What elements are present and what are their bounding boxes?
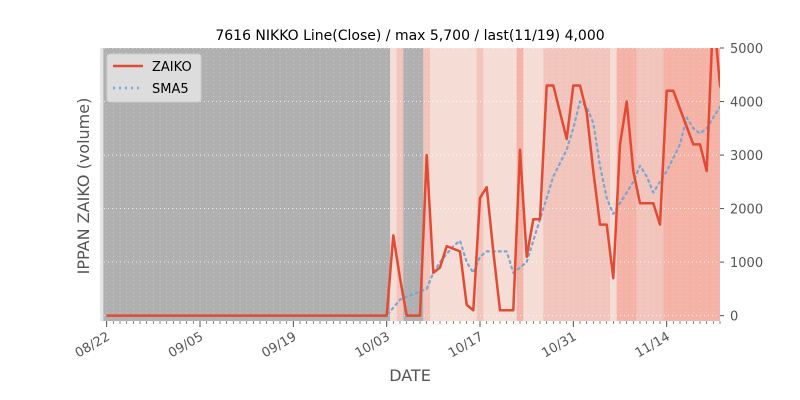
x-axis: 08/22 09/05 09/19 10/03 10/17 10/31 11/14	[73, 321, 721, 361]
series-lines	[105, 48, 720, 317]
x-tick-label-0: 08/22	[73, 329, 113, 361]
y-tick-label-0: 0	[730, 310, 738, 325]
x-tick-label-5: 10/31	[539, 329, 579, 361]
x-tick-label-2: 09/19	[259, 329, 299, 361]
y-tick-label-2: 2000	[730, 203, 763, 218]
y-axis-label: IPPAN ZAIKO (volume)	[74, 98, 93, 275]
series-line-sma5	[105, 100, 720, 317]
band-14	[663, 48, 720, 321]
legend: ZAIKO SMA5	[106, 53, 202, 103]
y-tick-label-1: 1000	[730, 256, 763, 271]
legend-label-sma5: SMA5	[152, 82, 189, 97]
legend-label-zaiko: ZAIKO	[152, 60, 192, 75]
y-tick-label-5: 5000	[730, 42, 763, 57]
y-axis: 0 1000 2000 3000 4000 5000	[720, 42, 763, 325]
x-tick-label-6: 11/14	[633, 329, 673, 361]
plot-area	[100, 47, 721, 321]
y-tick-label-4: 4000	[730, 96, 763, 111]
chart-title: 7616 NIKKO Line(Close) / max 5,700 / las…	[215, 28, 604, 44]
x-tick-label-4: 10/17	[446, 329, 486, 361]
y-tick-label-3: 3000	[730, 149, 763, 164]
series-line-zaiko	[106, 48, 720, 317]
x-tick-label-3: 10/03	[353, 329, 393, 361]
x-axis-label: DATE	[389, 366, 431, 385]
x-tick-label-1: 09/05	[166, 329, 206, 361]
